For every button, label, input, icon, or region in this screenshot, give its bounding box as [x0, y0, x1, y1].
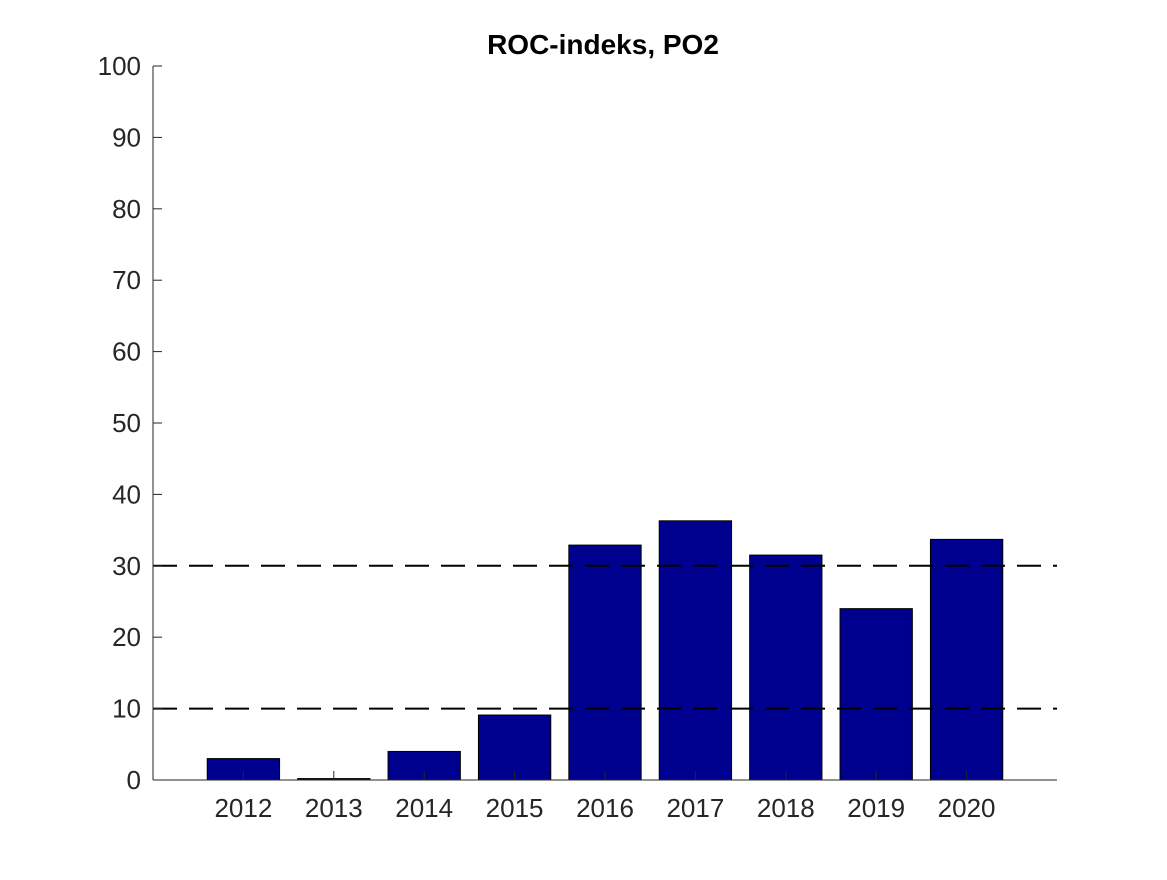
- y-tick-label-100: 100: [98, 51, 141, 81]
- bar-2018: [749, 554, 823, 781]
- y-tick-label-10: 10: [112, 694, 141, 724]
- y-tick-label-80: 80: [112, 194, 141, 224]
- x-tick-label-2019: 2019: [847, 793, 905, 823]
- y-axis-ticks: 0 10 20 30 40 50 60 70 80 90 100: [98, 51, 162, 795]
- x-tick-label-2017: 2017: [666, 793, 724, 823]
- bar-2017: [658, 520, 733, 781]
- x-tick-label-2014: 2014: [395, 793, 453, 823]
- y-tick-label-60: 60: [112, 337, 141, 367]
- x-tick-label-2015: 2015: [486, 793, 544, 823]
- bar-2019: [839, 608, 913, 781]
- y-tick-label-50: 50: [112, 408, 141, 438]
- y-tick-label-0: 0: [127, 765, 141, 795]
- y-tick-label-70: 70: [112, 265, 141, 295]
- y-tick-label-30: 30: [112, 551, 141, 581]
- y-tick-label-40: 40: [112, 479, 141, 509]
- bar-2015: [477, 714, 552, 781]
- y-tick-label-90: 90: [112, 122, 141, 152]
- x-tick-label-2018: 2018: [757, 793, 815, 823]
- x-tick-label-2016: 2016: [576, 793, 634, 823]
- reference-lines-layer: [153, 564, 1057, 710]
- y-tick-label-20: 20: [112, 622, 141, 652]
- bars-layer: [206, 520, 1004, 781]
- x-axis-ticks: 2012 2013 2014 2015 2016 2017 2018 2019 2020: [214, 771, 996, 823]
- bar-2020: [929, 538, 1004, 781]
- bar-2016: [568, 544, 642, 781]
- chart-title: ROC-indeks, PO2: [487, 29, 719, 60]
- x-tick-label-2020: 2020: [938, 793, 996, 823]
- x-tick-label-2013: 2013: [305, 793, 363, 823]
- x-tick-label-2012: 2012: [214, 793, 272, 823]
